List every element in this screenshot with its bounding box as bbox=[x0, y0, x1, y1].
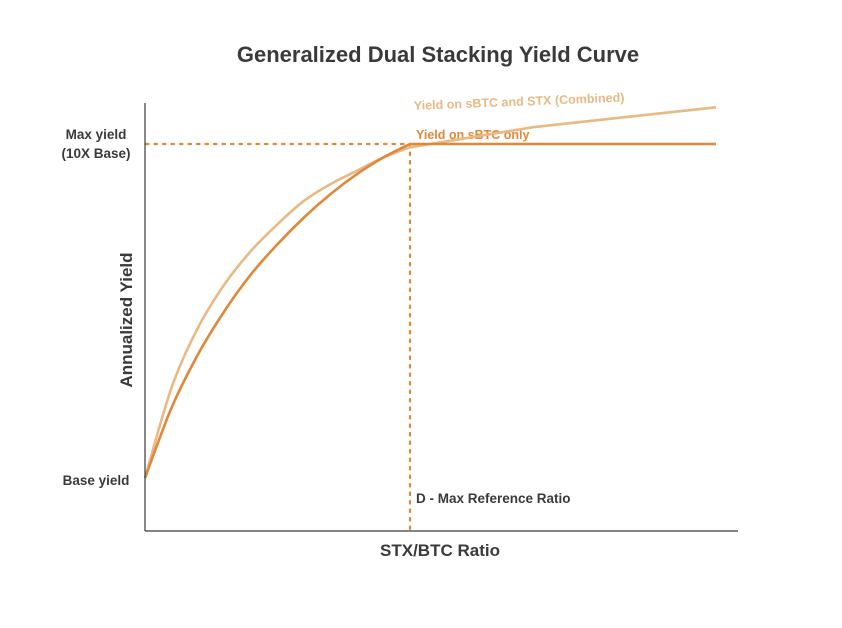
x-axis-label: STX/BTC Ratio bbox=[380, 541, 500, 560]
y-axis-label: Annualized Yield bbox=[117, 252, 136, 387]
series-line-combined bbox=[143, 106, 717, 479]
y-tick-label-base: Base yield bbox=[63, 473, 130, 488]
y-tick-label-max-line2: (10X Base) bbox=[61, 146, 130, 161]
y-tick-label-max-line1: Max yield bbox=[66, 127, 127, 142]
reference-line-label: D - Max Reference Ratio bbox=[416, 491, 571, 506]
chart-title: Generalized Dual Stacking Yield Curve bbox=[237, 42, 639, 67]
series-label-combined: Yield on sBTC and STX (Combined) bbox=[414, 91, 625, 113]
series-line-sbtc-only bbox=[143, 142, 716, 479]
